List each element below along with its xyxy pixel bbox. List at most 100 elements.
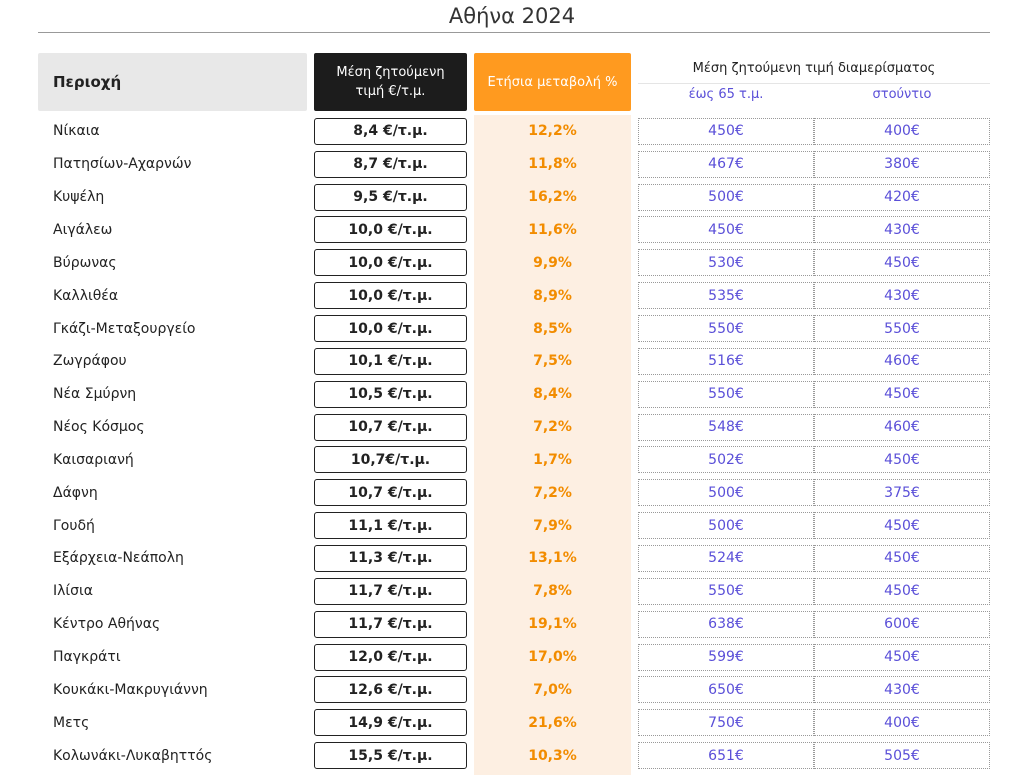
price-per-sqm: 11,7 €/τ.μ. (314, 577, 467, 605)
price-per-sqm: 10,0 €/τ.μ. (314, 315, 467, 343)
price-studio: 400€ (814, 117, 990, 145)
annual-change: 7,2% (533, 484, 572, 501)
price-small-apartment: 500€ (638, 512, 814, 540)
price-small-apartment: 638€ (638, 610, 814, 638)
area-name: Αιγάλεω (53, 221, 113, 238)
price-small-apartment: 550€ (638, 577, 814, 605)
price-studio: 505€ (814, 742, 990, 770)
annual-change: 12,2% (528, 123, 577, 140)
price-per-sqm: 10,7 €/τ.μ. (314, 413, 467, 441)
price-studio: 430€ (814, 216, 990, 244)
area-name: Παγκράτι (53, 649, 121, 666)
price-small-apartment: 450€ (638, 117, 814, 145)
price-per-sqm: 10,5 €/τ.μ. (314, 380, 467, 408)
sub-column-header: στούντιο (872, 87, 932, 102)
price-small-apartment: 750€ (638, 709, 814, 737)
price-per-sqm: 12,6 €/τ.μ. (314, 676, 467, 704)
annual-change: 10,3% (528, 747, 577, 764)
area-name: Νέα Σμύρνη (53, 386, 137, 403)
area-name: Γουδή (53, 517, 95, 534)
price-studio: 400€ (814, 709, 990, 737)
price-small-apartment: 548€ (638, 413, 814, 441)
area-name: Καλλιθέα (53, 287, 119, 304)
price-per-sqm: 10,0 €/τ.μ. (314, 249, 467, 277)
area-name: Δάφνη (53, 484, 98, 501)
group-header: Μέση ζητούμενη τιμή διαμερίσματος (692, 61, 936, 76)
annual-change: 8,4% (533, 386, 572, 403)
price-studio: 430€ (814, 282, 990, 310)
price-small-apartment: 550€ (638, 380, 814, 408)
area-name: Κέντρο Αθήνας (53, 616, 161, 633)
price-studio: 450€ (814, 512, 990, 540)
annual-change: 17,0% (528, 649, 577, 666)
price-per-sqm: 10,7 €/τ.μ. (314, 479, 467, 507)
annual-change: 1,7% (533, 451, 572, 468)
price-per-sqm: 11,3 €/τ.μ. (314, 544, 467, 572)
header-divider (638, 83, 990, 84)
price-studio: 550€ (814, 315, 990, 343)
annual-change: 11,6% (528, 221, 577, 238)
price-small-apartment: 500€ (638, 183, 814, 211)
price-per-sqm: 12,0 €/τ.μ. (314, 643, 467, 671)
page-title: Αθήνα 2024 (448, 4, 576, 28)
price-studio: 600€ (814, 610, 990, 638)
price-per-sqm: 10,0 €/τ.μ. (314, 216, 467, 244)
price-studio: 460€ (814, 413, 990, 441)
annual-change: 13,1% (528, 550, 577, 567)
area-name: Κυψέλη (53, 189, 105, 206)
price-small-apartment: 651€ (638, 742, 814, 770)
area-name: Πατησίων-Αχαρνών (53, 156, 192, 173)
price-per-sqm: 10,1 €/τ.μ. (314, 347, 467, 375)
area-name: Βύρωνας (53, 254, 117, 271)
price-per-sqm: 8,7 €/τ.μ. (314, 150, 467, 178)
price-per-sqm: 11,1 €/τ.μ. (314, 512, 467, 540)
price-small-apartment: 530€ (638, 249, 814, 277)
price-small-apartment: 535€ (638, 282, 814, 310)
price-studio: 380€ (814, 150, 990, 178)
area-name: Γκάζι-Μεταξουργείο (53, 320, 196, 337)
price-per-sqm: 9,5 €/τ.μ. (314, 183, 467, 211)
price-studio: 450€ (814, 380, 990, 408)
price-small-apartment: 599€ (638, 643, 814, 671)
annual-change: 7,9% (533, 517, 572, 534)
area-name: Ζωγράφου (53, 353, 127, 370)
area-name: Κουκάκι-Μακρυγιάννη (53, 681, 208, 698)
price-per-sqm: 14,9 €/τ.μ. (314, 709, 467, 737)
annual-change: 7,8% (533, 583, 572, 600)
annual-change: 19,1% (528, 616, 577, 633)
price-studio: 450€ (814, 544, 990, 572)
price-per-sqm: 10,0 €/τ.μ. (314, 282, 467, 310)
price-per-sqm: 15,5 €/τ.μ. (314, 742, 467, 770)
annual-change: 16,2% (528, 189, 577, 206)
price-small-apartment: 550€ (638, 315, 814, 343)
price-studio: 460€ (814, 347, 990, 375)
annual-change: 7,2% (533, 419, 572, 436)
column-header: Μέση ζητούμενη τιμή €/τ.μ. (314, 53, 467, 111)
column-header: Ετήσια μεταβολή % (474, 53, 631, 111)
price-per-sqm: 8,4 €/τ.μ. (314, 117, 467, 145)
annual-change: 11,8% (528, 156, 577, 173)
area-name: Εξάρχεια-Νεάπολη (53, 550, 184, 567)
price-studio: 450€ (814, 643, 990, 671)
price-per-sqm: 10,7€/τ.μ. (314, 446, 467, 474)
price-small-apartment: 516€ (638, 347, 814, 375)
column-header: Περιοχή (38, 53, 307, 111)
price-small-apartment: 650€ (638, 676, 814, 704)
area-name: Νίκαια (53, 123, 100, 140)
annual-change: 7,0% (533, 681, 572, 698)
sub-column-header: έως 65 τ.μ. (688, 87, 764, 102)
annual-change: 8,9% (533, 287, 572, 304)
price-small-apartment: 450€ (638, 216, 814, 244)
change-column-background (474, 115, 631, 775)
annual-change: 21,6% (528, 714, 577, 731)
price-studio: 450€ (814, 249, 990, 277)
price-studio: 375€ (814, 479, 990, 507)
price-small-apartment: 500€ (638, 479, 814, 507)
annual-change: 7,5% (533, 353, 572, 370)
price-studio: 450€ (814, 446, 990, 474)
price-small-apartment: 502€ (638, 446, 814, 474)
annual-change: 8,5% (533, 320, 572, 337)
price-studio: 420€ (814, 183, 990, 211)
annual-change: 9,9% (533, 254, 572, 271)
